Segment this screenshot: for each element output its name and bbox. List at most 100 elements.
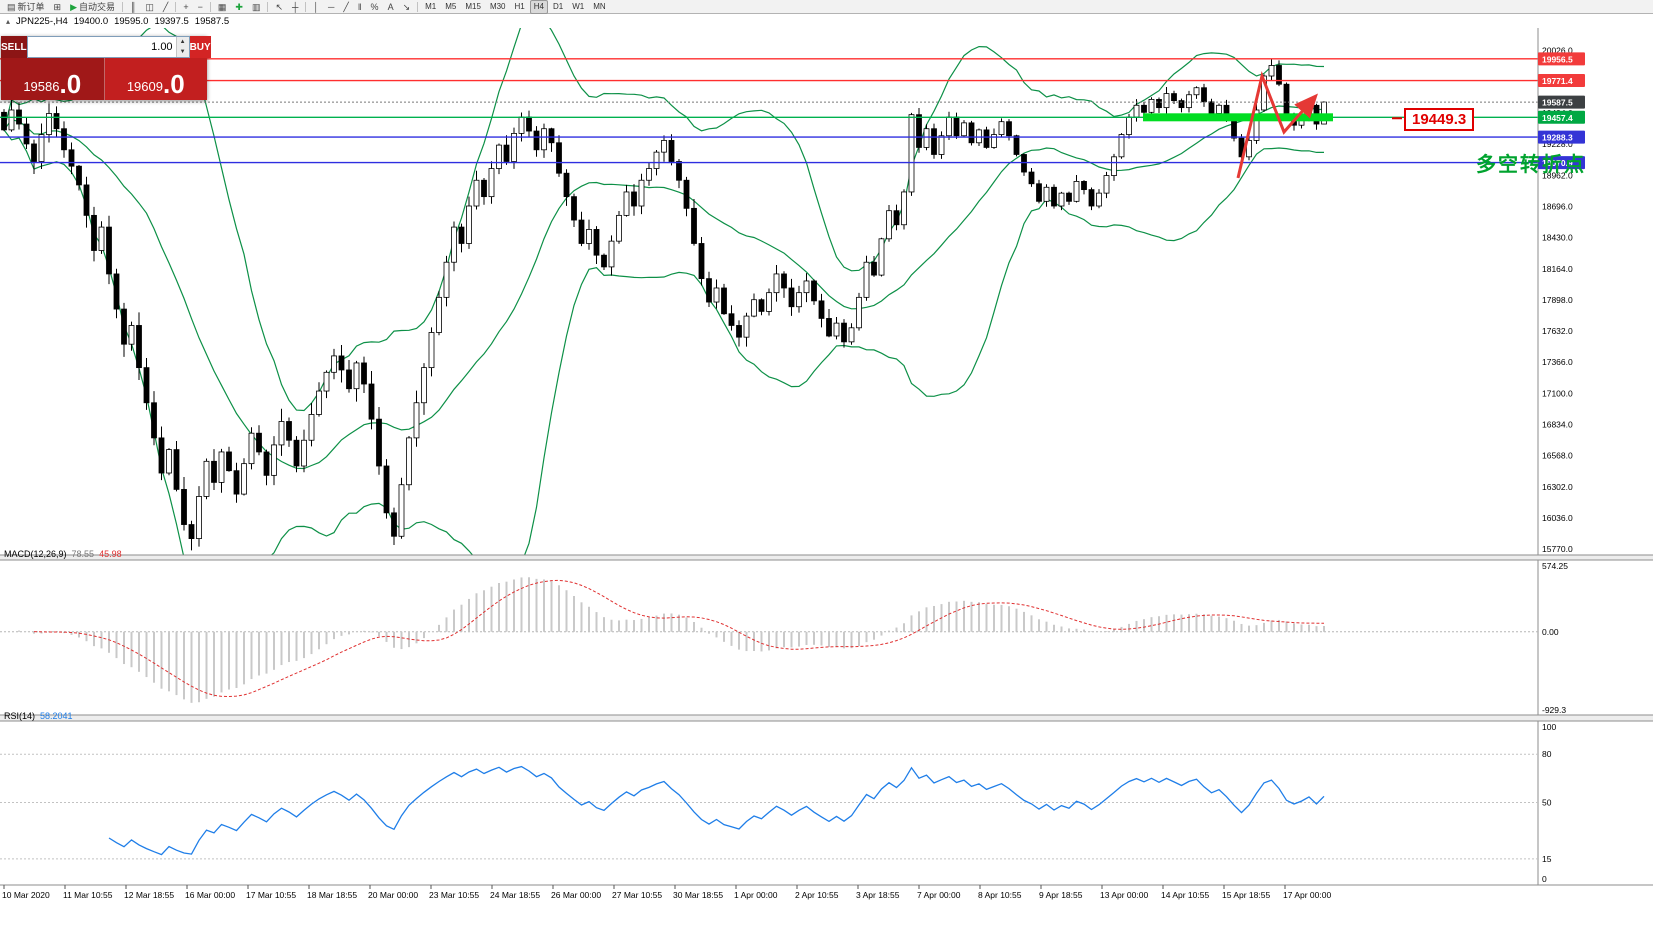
macd-plot xyxy=(0,577,1538,703)
candle-body xyxy=(31,143,37,162)
candle-body xyxy=(1253,109,1260,141)
text-label-icon: A xyxy=(387,1,394,12)
volume-spinner: ▲ ▼ xyxy=(175,37,189,57)
zoom-out-button[interactable]: − xyxy=(194,0,207,14)
volume-increase-button[interactable]: ▲ xyxy=(176,37,189,47)
zoom-in-button[interactable]: + xyxy=(179,0,192,14)
timeframe-h4-button[interactable]: H4 xyxy=(529,0,548,14)
fibonacci-icon: % xyxy=(370,1,379,12)
macd-axis-max: 574.25 xyxy=(1542,561,1568,571)
candle-body xyxy=(601,254,607,268)
templates-button[interactable]: ▥ xyxy=(248,0,265,14)
timeframe-m5-button[interactable]: M5 xyxy=(445,2,457,11)
price-tick-label: 17632.0 xyxy=(1542,326,1573,336)
candle-body xyxy=(316,390,322,415)
candle-body xyxy=(46,113,52,135)
candle-body xyxy=(128,325,135,345)
bars-chart-button[interactable]: ║ xyxy=(126,0,140,14)
crosshair-button[interactable]: ┼ xyxy=(288,0,302,14)
volume-decrease-button[interactable]: ▼ xyxy=(176,47,189,57)
autotrading-button[interactable]: ▶ 自动交易 xyxy=(66,0,119,14)
hline-button[interactable]: ─ xyxy=(324,0,338,14)
price-badge-value: 19956.5 xyxy=(1542,54,1573,64)
candle-body xyxy=(458,226,465,244)
candle-body xyxy=(496,144,502,169)
chart-windows-button[interactable]: ⊞ xyxy=(50,0,66,14)
timeframe-h1-button[interactable]: H1 xyxy=(514,2,525,11)
support-highlight-segment[interactable] xyxy=(1143,113,1333,122)
candle-body xyxy=(308,414,315,441)
sell-button[interactable]: SELL xyxy=(1,36,27,58)
candle-body xyxy=(1193,87,1200,96)
buy-button[interactable]: BUY xyxy=(189,36,211,58)
date-label: 20 Mar 00:00 xyxy=(368,890,418,900)
vline-icon: │ xyxy=(313,1,320,12)
symbol-name: JPN225-,H4 xyxy=(16,16,68,27)
timeframe-m30-button[interactable]: M30 xyxy=(489,2,506,11)
hline-icon: ─ xyxy=(328,1,335,12)
timeframe-m15-button[interactable]: M15 xyxy=(465,2,481,11)
text-label-button[interactable]: A xyxy=(384,0,398,14)
bollinger-upper-line xyxy=(3,28,1325,412)
macd-signal-line xyxy=(33,579,1325,698)
drawn-arrow[interactable] xyxy=(1236,70,1318,179)
vline-button[interactable]: │ xyxy=(309,0,323,14)
candle-body xyxy=(886,210,892,240)
candle-body xyxy=(398,484,405,537)
turning-point-note[interactable]: 多空转折点 xyxy=(1476,154,1586,176)
bars-chart-icon: ║ xyxy=(130,1,137,12)
candle-body xyxy=(938,135,945,155)
arrow-object-button[interactable]: ↘ xyxy=(399,0,415,14)
chart-canvas[interactable]: 20026.019760.019494.019228.018962.018696… xyxy=(0,14,1653,938)
price-alert-label[interactable]: 19449.3 xyxy=(1404,108,1475,131)
date-label: 24 Mar 18:55 xyxy=(490,890,540,900)
trendline-button[interactable]: ╱ xyxy=(339,0,352,14)
candle-body xyxy=(848,327,855,343)
candles-chart-button[interactable]: ◫ xyxy=(141,0,158,14)
timeframe-mn-button[interactable]: MN xyxy=(593,2,606,11)
new-order-button[interactable]: ▤ 新订单 xyxy=(3,0,49,14)
autotrading-label: 自动交易 xyxy=(79,2,116,12)
candle-body xyxy=(428,332,435,369)
timeframe-m1-button[interactable]: M1 xyxy=(425,2,437,11)
price-badge-value: 19771.4 xyxy=(1542,76,1573,86)
date-label: 17 Mar 10:55 xyxy=(246,890,296,900)
candle-body xyxy=(856,296,862,329)
panel-divider[interactable] xyxy=(0,715,1653,721)
buy-price-button[interactable]: 19609 .0 xyxy=(104,58,207,100)
sell-price-button[interactable]: 19586 .0 xyxy=(1,58,105,100)
arrange-windows-icon: ▦ xyxy=(217,1,227,12)
line-chart-button[interactable]: ╱ xyxy=(159,0,172,14)
candle-body xyxy=(871,261,877,276)
arrange-windows-button[interactable]: ▦ xyxy=(214,0,231,14)
candle-body xyxy=(488,168,495,198)
candle-body xyxy=(1118,134,1125,158)
price-badge-value: 19457.4 xyxy=(1542,113,1573,123)
price-tick-label: 18962.0 xyxy=(1542,170,1573,180)
toolbar-separator xyxy=(122,1,124,12)
candle-body xyxy=(1111,156,1117,176)
macd-name: MACD(12,26,9) xyxy=(4,549,67,559)
candle-body xyxy=(518,116,525,134)
candle-body xyxy=(1276,65,1282,85)
candle-body xyxy=(1171,93,1177,102)
candle-body xyxy=(1103,175,1110,194)
equidistant-channel-button[interactable]: ‖ xyxy=(354,0,366,14)
fibonacci-button[interactable]: % xyxy=(367,0,383,14)
add-indicator-button[interactable]: ✚ xyxy=(231,0,247,14)
cursor-button[interactable]: ↖ xyxy=(271,0,287,14)
timeframe-w1-button[interactable]: W1 xyxy=(572,2,585,11)
bar-open: 19400.0 xyxy=(73,16,109,27)
candle-body xyxy=(781,273,787,289)
chart-windows-icon: ⊞ xyxy=(53,1,62,12)
volume-input[interactable] xyxy=(27,37,176,57)
candle-body xyxy=(466,205,472,244)
timeframe-d1-button[interactable]: D1 xyxy=(552,2,564,11)
price-tick-label: 15770.0 xyxy=(1542,544,1573,554)
rsi-value: 58.2041 xyxy=(40,711,73,721)
candle-body xyxy=(788,287,795,308)
candle-body xyxy=(638,179,645,207)
buy-price-main: 19609 xyxy=(126,79,163,94)
panel-divider[interactable] xyxy=(0,555,1653,560)
